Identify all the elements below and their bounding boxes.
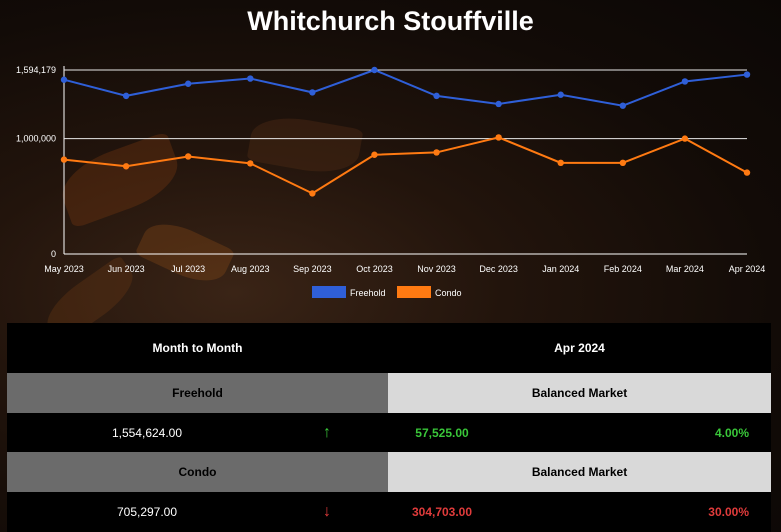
arrow-down-icon: ↓ [323,503,331,520]
condo-label: Condo [7,452,388,492]
freehold-data-point [371,66,378,74]
condo-values-row: 705,297.00 ↓ 304,703.00 30.00% [7,492,771,532]
condo-data-point [433,149,440,156]
condo-data-point [122,163,130,170]
freehold-label-row: Freehold Balanced Market [7,373,771,413]
freehold-data-point [619,102,627,109]
x-tick-label: Nov 2023 [417,264,456,274]
condo-percent: 30.00% [708,505,749,519]
freehold-market-status: Balanced Market [388,373,771,413]
freehold-data-point [247,75,254,82]
arrow-up-icon: ↑ [323,423,331,441]
freehold-data-point [433,92,440,100]
condo-price: 705,297.00 [116,505,178,519]
x-tick-label: Jan 2024 [542,264,579,274]
freehold-data-point [60,76,68,83]
condo-label-row: Condo Balanced Market [7,452,771,492]
freehold-change: 57,525.00 [415,425,469,440]
y-tick-label: 1,594,179 [16,65,56,75]
freehold-data-point [309,89,316,96]
condo-legend-label: Condo [435,288,462,298]
freehold-data-point [184,80,192,87]
freehold-data-point [743,71,751,78]
condo-data-point [247,160,254,167]
freehold-data-point [557,91,564,98]
y-tick-label: 1,000,000 [16,134,56,144]
condo-data-point [681,135,689,142]
freehold-data-point [495,100,502,108]
condo-data-point [619,159,627,167]
condo-data-point [371,151,378,158]
x-tick-label: Mar 2024 [666,264,704,274]
condo-market-status: Balanced Market [388,452,771,492]
freehold-label: Freehold [7,373,388,413]
header-month-to-month: Month to Month [7,323,388,373]
freehold-price: 1,554,624.00 [111,425,183,440]
freehold-percent: 4.00% [714,425,749,440]
freehold-values-row: 1,554,624.00 ↑ 57,525.00 4.00% [7,413,771,452]
freehold-data-point [681,78,689,85]
x-tick-label: Aug 2023 [231,264,270,274]
condo-data-point [60,156,68,163]
freehold-data-point [122,92,130,100]
condo-data-point [309,190,316,197]
line-chart: 0 1,000,000 1,594,179 May 2023 Jun 2023 Jul 2… [16,65,766,298]
x-tick-label: May 2023 [44,264,84,274]
condo-legend-swatch [397,286,431,298]
y-tick-label: 0 [51,249,56,259]
x-tick-label: Apr 2024 [729,264,766,274]
page-title: Whitchurch Stouffville [247,6,534,36]
x-tick-label: Oct 2023 [356,264,393,274]
condo-data-point [495,134,502,141]
condo-data-point [743,169,751,176]
x-tick-label: Feb 2024 [604,264,642,274]
freehold-legend-swatch [312,286,346,298]
x-tick-label: Jul 2023 [171,264,205,274]
condo-data-point [557,159,564,167]
condo-series-line [63,136,748,195]
condo-change: 304,703.00 [411,505,473,519]
table-header-row: Month to Month Apr 2024 [7,323,771,373]
x-tick-label: Jun 2023 [108,264,145,274]
freehold-series-line [63,68,748,107]
x-tick-label: Dec 2023 [479,264,518,274]
condo-data-point [184,153,192,160]
x-tick-label: Sep 2023 [293,264,332,274]
freehold-legend-label: Freehold [350,288,386,298]
header-period: Apr 2024 [388,323,771,373]
